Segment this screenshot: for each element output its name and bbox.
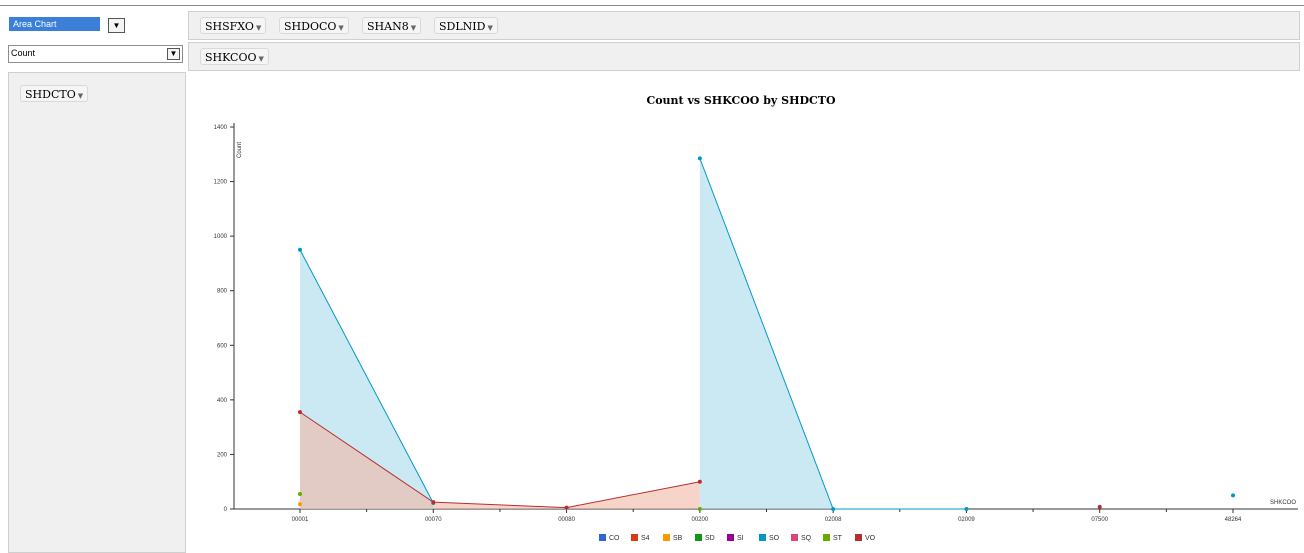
unused-fields-panel[interactable]: SHDCTO ▼ — [8, 72, 186, 553]
x-tick-label: 00200 — [692, 517, 709, 523]
x-tick-label: 07500 — [1091, 517, 1108, 523]
field-pill-shdoco[interactable]: SHDOCO ▼ — [279, 17, 349, 34]
data-point-so — [697, 156, 702, 161]
legend-label-si: SI — [737, 535, 744, 542]
chevron-down-icon[interactable]: ▼ — [108, 18, 125, 33]
legend-label-so: SO — [769, 535, 780, 542]
y-tick-label: 1400 — [214, 125, 228, 131]
data-point-so — [964, 507, 969, 511]
legend-label-sq: SQ — [801, 535, 812, 542]
legend-swatch-co — [599, 534, 606, 541]
legend-label-st: ST — [833, 535, 843, 542]
top-border-line — [0, 5, 1304, 6]
area-so — [699, 158, 967, 509]
legend-swatch-st — [823, 534, 830, 541]
field-pill-sdlnid[interactable]: SDLNID ▼ — [434, 17, 498, 34]
field-pill-label: SHKCOO — [205, 51, 257, 64]
legend-swatch-so — [759, 534, 766, 541]
legend-label-co: CO — [609, 535, 620, 542]
legend-label-vo: VO — [865, 535, 876, 542]
data-point-st — [697, 507, 702, 511]
data-point-sb — [298, 502, 302, 507]
caret-down-icon[interactable]: ▼ — [410, 24, 417, 32]
renderer-select[interactable]: Area Chart ▼ — [8, 15, 125, 35]
column-fields-bar[interactable]: SHSFXO ▼ SHDOCO ▼ SHAN8 ▼ SDLNID ▼ — [188, 11, 1300, 40]
caret-down-icon[interactable]: ▼ — [255, 24, 262, 32]
area-chart: Count vs SHKCOO by SHDCTO 0 200 400 600 800 1… — [214, 94, 1298, 542]
caret-down-icon[interactable]: ▼ — [77, 92, 84, 100]
chart-title: Count vs SHKCOO by SHDCTO — [646, 94, 835, 107]
area-vo — [300, 412, 700, 509]
y-tick-label: 600 — [217, 343, 228, 349]
chevron-down-icon[interactable]: ▼ — [167, 48, 180, 60]
field-pill-shkcoo[interactable]: SHKCOO ▼ — [200, 48, 269, 65]
y-tick-label: 1200 — [214, 180, 228, 186]
data-point-vo — [697, 479, 702, 484]
x-tick-label: 02009 — [958, 517, 975, 523]
renderer-select-value: Area Chart — [9, 17, 100, 31]
y-tick-label: 0 — [224, 507, 228, 513]
legend-swatch-s4 — [631, 534, 638, 541]
legend-swatch-vo — [855, 534, 862, 541]
legend-swatch-sb — [663, 534, 670, 541]
caret-down-icon[interactable]: ▼ — [487, 24, 493, 32]
legend-label-s4: S4 — [641, 535, 650, 542]
aggregator-select[interactable]: Count ▼ — [8, 45, 183, 63]
legend-swatch-sq — [791, 534, 798, 541]
x-tick-label: 00001 — [292, 517, 309, 523]
legend-label-sb: SB — [673, 535, 683, 542]
field-pill-shan8[interactable]: SHAN8 ▼ — [362, 17, 422, 34]
line-vo — [299, 411, 700, 509]
x-tick-label: 00070 — [425, 517, 442, 523]
field-pill-label: SDLNID — [439, 20, 486, 33]
field-pill-shsfxo[interactable]: SHSFXO ▼ — [200, 17, 267, 34]
legend-swatch-sd — [695, 534, 702, 541]
row-fields-bar[interactable]: SHKCOO ▼ — [188, 42, 1300, 71]
caret-down-icon[interactable]: ▼ — [338, 24, 344, 32]
legend-label-sd: SD — [705, 535, 715, 542]
field-pill-label: SHDOCO — [284, 20, 337, 33]
aggregator-select-value: Count — [11, 48, 36, 58]
field-pill-label: SHAN8 — [367, 20, 409, 33]
legend-swatch-si — [727, 534, 734, 541]
data-point-vo — [298, 410, 302, 415]
field-pill-shdcto[interactable]: SHDCTO ▼ — [20, 85, 89, 102]
line-so — [299, 249, 434, 504]
x-tick-label: 00080 — [558, 517, 575, 523]
y-tick-label: 800 — [217, 289, 228, 295]
x-tick-label: 48264 — [1225, 517, 1242, 523]
x-axis-label: SHKCOO — [1270, 500, 1296, 506]
caret-down-icon[interactable]: ▼ — [258, 55, 264, 63]
y-tick-label: 200 — [217, 452, 228, 458]
y-tick-label: 1000 — [214, 234, 228, 240]
field-pill-label: SHDCTO — [25, 88, 76, 101]
data-point-so — [1231, 493, 1235, 498]
x-tick-label: 02008 — [825, 517, 842, 523]
y-tick-label: 400 — [217, 398, 228, 404]
data-point-so — [831, 507, 836, 511]
data-point-st — [298, 491, 302, 496]
data-point-vo — [564, 505, 569, 510]
data-point-vo — [431, 500, 436, 505]
data-point-so — [298, 247, 302, 252]
field-pill-label: SHSFXO — [205, 20, 254, 33]
y-axis-label: Count — [237, 142, 243, 158]
data-point-vo — [1097, 504, 1102, 509]
